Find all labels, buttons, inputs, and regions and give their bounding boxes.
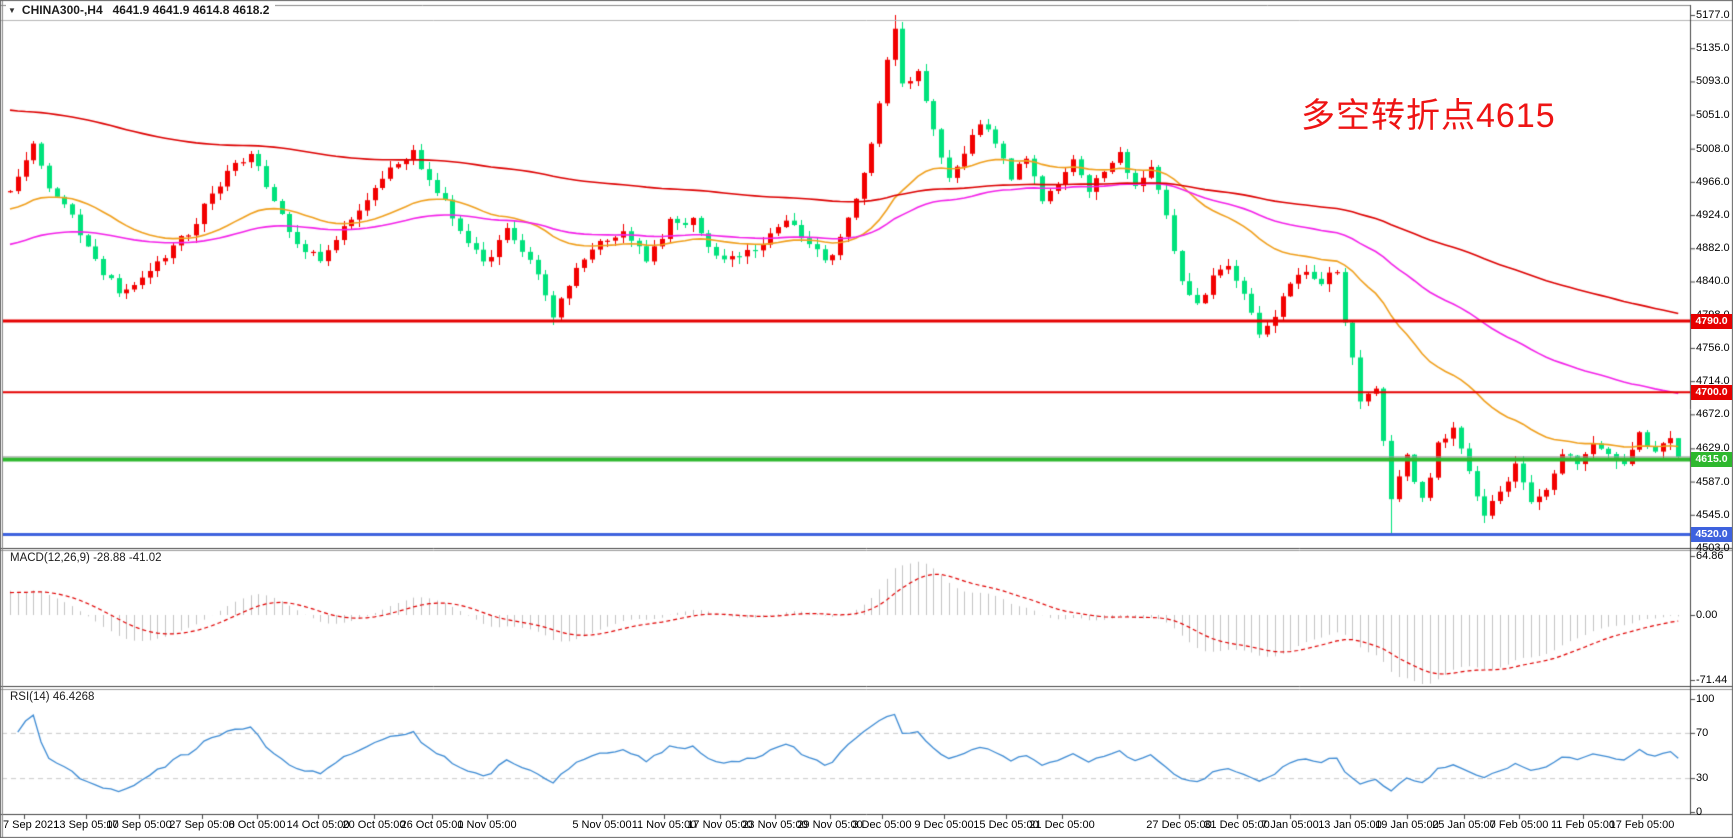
time-axis-label: 8 Oct 05:00 [228, 819, 286, 831]
price-axis-label: 4840.0 [1696, 275, 1730, 288]
time-axis-label: 17 Feb 05:00 [1609, 819, 1675, 831]
macd-axis-label: 64.86 [1696, 550, 1724, 562]
time-axis-label: 17 Nov 05:00 [687, 819, 753, 831]
time-axis-label: 26 Oct 05:00 [400, 819, 464, 831]
price-axis-label: 4756.0 [1696, 341, 1730, 354]
time-axis-label: 7 Sep 2021 [3, 819, 60, 831]
price-axis-label: 4882.0 [1696, 242, 1730, 255]
macd-indicator-label: MACD(12,26,9) -28.88 -41.02 [10, 552, 162, 564]
price-axis-label: 4966.0 [1696, 175, 1730, 188]
rsi-panel [4, 690, 1690, 814]
price-axis-label: 4503.0 [1696, 541, 1730, 554]
time-axis-label: 11 Nov 05:00 [631, 819, 697, 831]
time-axis-label: 15 Dec 05:00 [973, 819, 1039, 831]
rsi-axis-label: 100 [1696, 693, 1715, 705]
price-flag: 4615.0 [1691, 451, 1732, 467]
time-axis-label: 13 Jan 05:00 [1318, 819, 1382, 831]
price-axis-label: 5135.0 [1696, 42, 1730, 55]
time-axis-label: 5 Nov 05:00 [572, 819, 632, 831]
time-axis-label: 3 Dec 05:00 [852, 819, 912, 831]
time-axis-label: 13 Sep 05:00 [53, 819, 119, 831]
price-axis-label: 5051.0 [1696, 108, 1730, 121]
ohlc-values: 4641.9 4641.9 4614.8 4618.2 [112, 3, 270, 17]
price-axis-label: 4714.0 [1696, 375, 1730, 388]
time-axis-label: 27 Sep 05:00 [169, 819, 235, 831]
price-axis-label: 5008.0 [1696, 142, 1730, 155]
time-axis-label: 14 Oct 05:00 [286, 819, 350, 831]
time-axis-label: 20 Oct 05:00 [342, 819, 406, 831]
price-axis-label: 5177.0 [1696, 9, 1730, 21]
price-axis-label: 4629.0 [1696, 442, 1730, 455]
price-axis-label: 4672.0 [1696, 408, 1730, 421]
time-axis-label: 21 Dec 05:00 [1029, 819, 1095, 831]
symbol-dropdown-icon[interactable]: ▼ [8, 5, 16, 15]
rsi-axis-label: 70 [1696, 726, 1709, 739]
price-axis-label: 4924.0 [1696, 209, 1730, 222]
rsi-indicator-label: RSI(14) 46.4268 [10, 691, 95, 703]
macd-panel [4, 551, 1690, 686]
pivot-annotation-text: 多空转折点4615 [1301, 97, 1556, 135]
time-axis-label: 27 Dec 05:00 [1146, 819, 1212, 831]
time-axis-label: 31 Dec 05:00 [1204, 819, 1270, 831]
macd-axis-label: -71.44 [1696, 673, 1728, 686]
time-axis-label: 23 Nov 05:00 [742, 819, 808, 831]
macd-axis-label: 0.00 [1696, 609, 1718, 621]
price-axis-label: 4545.0 [1696, 508, 1730, 521]
time-axis-label: 17 Sep 05:00 [106, 819, 172, 831]
time-axis-label: 19 Jan 05:00 [1375, 819, 1439, 831]
time-axis-label: 29 Nov 05:00 [797, 819, 863, 831]
price-panel [4, 5, 1690, 548]
time-axis-label: 1 Nov 05:00 [457, 819, 517, 831]
symbol-title[interactable]: CHINA300-,H4 [21, 3, 103, 17]
rsi-axis-label: 30 [1696, 772, 1709, 785]
time-axis-label: 9 Dec 05:00 [914, 819, 974, 831]
time-axis-label: 11 Feb 05:00 [1550, 819, 1616, 831]
price-axis-label: 4587.0 [1696, 475, 1730, 488]
time-axis-label: 25 Jan 05:00 [1432, 819, 1496, 831]
rsi-axis-label: 0 [1696, 806, 1703, 818]
price-flag: 4790.0 [1691, 313, 1732, 329]
time-axis-label: 7 Jan 05:00 [1261, 819, 1319, 831]
chart-title-bar: ▼ CHINA300-,H4 4641.9 4641.9 4614.8 4618… [6, 2, 276, 18]
price-flag: 4700.0 [1691, 384, 1732, 400]
price-axis-label: 5093.0 [1696, 75, 1730, 88]
price-flag: 4520.0 [1691, 527, 1732, 543]
time-axis-label: 7 Feb 05:00 [1489, 819, 1549, 831]
